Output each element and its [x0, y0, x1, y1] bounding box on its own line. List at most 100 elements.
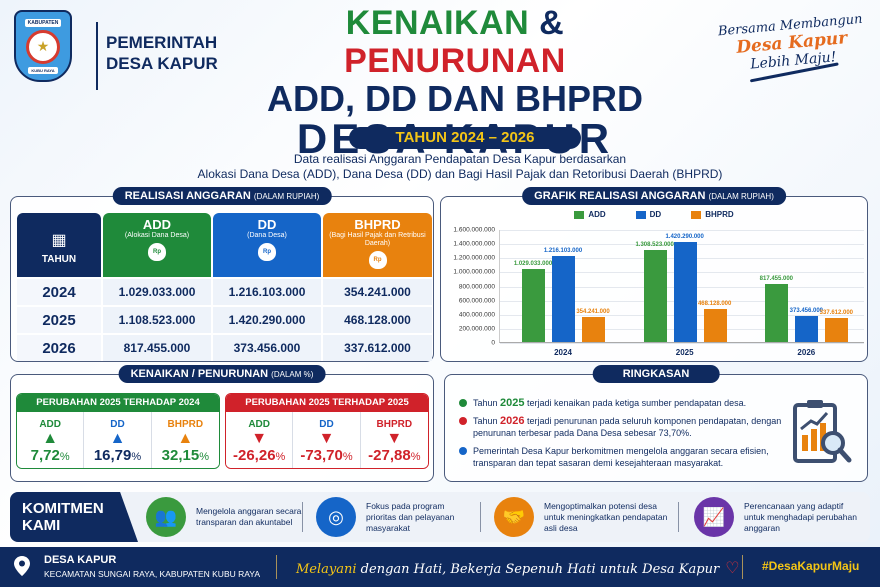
ringkasan-title: RINGKASAN	[592, 365, 720, 383]
dd-header-label: DD	[257, 217, 277, 232]
location-pin-icon	[14, 556, 30, 576]
org-line1: PEMERINTAH	[106, 33, 218, 52]
perubahan-title-note: (DALAM %)	[271, 370, 314, 379]
decrease-bhprd: BHPRD ▼ -27,88%	[361, 412, 428, 468]
summary-item: Tahun 2025 terjadi kenaikan pada ketiga …	[459, 397, 789, 409]
decrease-bhprd-label: BHPRD	[376, 418, 413, 430]
decrease-add-value: -26,26	[233, 446, 276, 464]
increase-add-value: 7,72	[30, 446, 60, 464]
divider	[678, 502, 679, 532]
heart-icon: ♡	[725, 558, 740, 577]
bar-dd	[673, 241, 697, 342]
grafik-title-text: GRAFIK REALISASI ANGGARAN	[534, 190, 706, 202]
y-tick-label: 600.000.000	[458, 297, 495, 305]
table-cell-year: 2025	[17, 307, 101, 333]
chart-legend: ADD DD BHPRD	[441, 210, 867, 219]
bar-value-label: 337.612.000	[819, 310, 854, 317]
komitmen-item: 🤝 Mengoptimalkan potensi desa untuk meni…	[494, 497, 674, 537]
y-tick-label: 800.000.000	[458, 283, 495, 290]
komitmen-title-line1: KOMITMEN	[22, 500, 104, 517]
table-cell-dd: 1.216.103.000	[213, 279, 321, 305]
decrease-add-label: ADD	[248, 418, 270, 430]
decrease-add: ADD ▼ -26,26%	[226, 412, 294, 468]
percent-unit: %	[275, 450, 286, 463]
increase-dd: DD ▲ 16,79%	[84, 412, 152, 468]
dd-header-sub: (Dana Desa)	[247, 232, 287, 239]
perubahan-title-text: KENAIKAN / PENURUNAN	[130, 368, 269, 380]
komitmen-item: 👥 Mengelola anggaran secara transparan d…	[146, 497, 306, 537]
divider	[276, 555, 277, 579]
percent-unit: %	[410, 450, 421, 463]
subtitle-line2: Alokasi Dana Desa (ADD), Dana Desa (DD) …	[197, 167, 723, 181]
realisasi-table: ▦ TAHUN ADD (Alokasi Dana Desa) Rp DD (D…	[17, 213, 432, 361]
title-kenaikan: KENAIKAN	[345, 4, 530, 42]
divider	[742, 555, 743, 579]
increase-add: ADD ▲ 7,72%	[17, 412, 85, 468]
add-header-label: ADD	[142, 217, 172, 232]
bhprd-header-sub: (Bagi Hasil Pajak dan Retribusi Daerah)	[329, 232, 426, 247]
bar-value-label: 354.241.000	[576, 308, 610, 315]
divider	[480, 502, 481, 532]
bar-bhprd	[825, 318, 849, 342]
bar-value-label: 1.308.523.000	[635, 241, 674, 248]
decrease-dd-value: -73,70	[300, 446, 343, 464]
subtitle: Data realisasi Anggaran Pendapatan Desa …	[160, 152, 760, 182]
komitmen-title-line2: KAMI	[22, 517, 61, 534]
year-column-header: ▦ TAHUN	[17, 213, 101, 277]
bar-add	[765, 284, 789, 342]
table-cell-year: 2024	[17, 279, 101, 305]
bar-value-label: 373.456.000	[789, 307, 824, 314]
summary-item: Tahun 2026 terjadi penurunan pada seluru…	[459, 415, 789, 439]
perubahan-panel: KENAIKAN / PENURUNAN (DALAM %) PERUBAHAN…	[10, 365, 434, 482]
table-cell-bhprd: 337.612.000	[323, 335, 432, 361]
bar-value-label: 1.420.290.000	[665, 233, 704, 240]
money-bag-icon: Rp	[368, 251, 387, 269]
footer-location-detail: KECAMATAN SUNGAI RAYA, KABUPATEN KUBU RA…	[44, 569, 261, 579]
grafik-panel: GRAFIK REALISASI ANGGARAN (DALAM RUPIAH)…	[440, 187, 868, 362]
bar-dd	[552, 256, 575, 342]
increase-dd-value: 16,79	[93, 446, 132, 464]
x-tick-label: 2026	[797, 348, 816, 357]
bar-add	[522, 269, 545, 342]
title-penurunan: PENURUNAN	[344, 42, 566, 80]
arrow-up-icon: ▲	[42, 429, 59, 447]
bhprd-column-header: BHPRD (Bagi Hasil Pajak dan Retribusi Da…	[323, 213, 432, 277]
komitmen-text: Mengoptimalkan potensi desa untuk mening…	[544, 500, 668, 533]
money-bag-icon: Rp	[258, 243, 276, 261]
table-cell-add: 817.455.000	[103, 335, 211, 361]
increase-bhprd-value: 32,15	[161, 446, 200, 464]
arrow-down-icon: ▼	[318, 429, 335, 447]
hashtag: #DesaKapurMaju	[762, 559, 860, 573]
header-divider	[96, 22, 98, 90]
dd-column-header: DD (Dana Desa) Rp	[213, 213, 321, 277]
increase-dd-label: DD	[110, 418, 125, 430]
org-name: PEMERINTAH DESA KAPUR	[106, 32, 218, 74]
x-tick-label: 2025	[675, 348, 694, 357]
increase-bhprd-label: BHPRD	[167, 418, 204, 430]
decrease-bhprd-value: -27,88	[368, 446, 411, 464]
footer-location-name: DESA KAPUR	[44, 554, 117, 566]
motto: Melayani dengan Hati, Bekerja Sepenuh Ha…	[296, 558, 740, 577]
motto-highlight: Melayani	[296, 562, 357, 577]
y-tick-label: 200.000.000	[458, 325, 495, 333]
table-cell-bhprd: 354.241.000	[323, 279, 432, 305]
bar-dd	[795, 315, 819, 342]
y-tick-label: 0	[491, 339, 495, 347]
decrease-dd: DD ▼ -73,70%	[293, 412, 361, 468]
logo-top-ribbon: KABUPATEN	[24, 18, 62, 27]
divider	[302, 502, 303, 532]
realisasi-title-note: (DALAM RUPIAH)	[253, 192, 320, 201]
grafik-title-note: (DALAM RUPIAH)	[708, 192, 774, 201]
y-tick-label: 1.600.000.000	[453, 226, 495, 234]
percent-unit: %	[342, 450, 353, 463]
increase-add-label: ADD	[39, 418, 61, 430]
realisasi-title-text: REALISASI ANGGARAN	[124, 190, 251, 202]
percent-unit: %	[131, 450, 142, 463]
komitmen-text: Perencanaan yang adaptif untuk menghadap…	[744, 500, 857, 533]
logo-bottom-ribbon: KUBU RAYA	[28, 66, 58, 74]
bar-value-label: 817.455.000	[759, 276, 794, 283]
y-tick-label: 400.000.000	[458, 311, 495, 319]
x-tick-label: 2024	[554, 348, 572, 357]
arrow-down-icon: ▼	[386, 429, 403, 447]
ringkasan-panel: RINGKASAN Tahun 2025 terjadi kenaikan pa…	[444, 365, 868, 482]
